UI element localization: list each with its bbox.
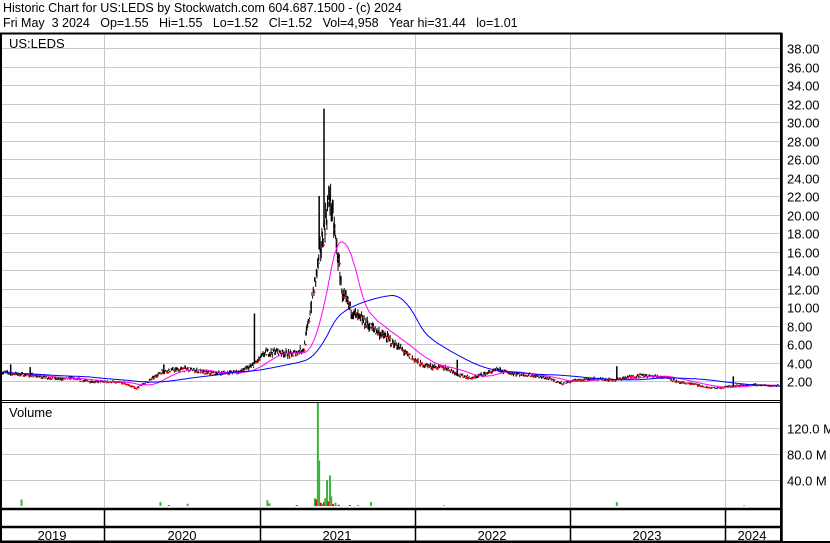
volume-bar [337, 504, 340, 506]
volume-bar [334, 502, 337, 506]
volume-bar [325, 480, 328, 506]
volume-bar [186, 503, 189, 506]
gridlines [2, 34, 781, 508]
year-label: 2019 [38, 528, 67, 543]
volume-bar [316, 402, 319, 506]
price-tick-label: 28.00 [787, 135, 820, 150]
price-tick-label: 8.00 [787, 320, 812, 335]
axis-labels: 2.00 4.00 6.00 8.00 10.00 12.00 14.00 16.00 18.0… [38, 42, 830, 543]
short-moving-average-line [5, 241, 779, 388]
price-tick-label: 10.00 [787, 301, 820, 316]
price-tick-label: 12.00 [787, 283, 820, 298]
volume-bars [20, 402, 746, 506]
volume-bar [159, 502, 162, 506]
volume-bar [356, 505, 359, 506]
price-tick-label: 16.00 [787, 246, 820, 261]
volume-bar [313, 498, 316, 506]
price-tick-label: 38.00 [787, 42, 820, 57]
chart-frame [0, 32, 830, 543]
volume-bar [315, 499, 318, 506]
price-bars [1, 108, 781, 390]
volume-bar [369, 502, 372, 506]
volume-bar [321, 504, 324, 506]
price-tick-label: 20.00 [787, 209, 820, 224]
price-tick-label: 34.00 [787, 79, 820, 94]
volume-bar [167, 505, 170, 506]
price-tick-label: 14.00 [787, 264, 820, 279]
volume-bar [323, 502, 326, 506]
plot-border [0, 32, 782, 543]
symbol-label: US:LEDS [9, 36, 65, 51]
volume-bar [330, 496, 333, 506]
volume-bar [331, 504, 334, 506]
chart-title: Historic Chart for US:LEDS by Stockwatch… [3, 1, 402, 15]
volume-bar [268, 503, 271, 506]
volume-bar [443, 505, 446, 506]
price-tick-label: 24.00 [787, 172, 820, 187]
price-tick-label: 6.00 [787, 338, 812, 353]
year-label: 2021 [323, 528, 352, 543]
price-tick-label: 2.00 [787, 375, 812, 390]
volume-bar [318, 460, 321, 506]
volume-tick-label: 80.0 M [787, 448, 827, 463]
volume-bar [20, 499, 23, 506]
price-tick-label: 22.00 [787, 190, 820, 205]
long-moving-average-line [5, 295, 779, 387]
volume-bar [324, 498, 327, 506]
volume-bar [266, 500, 269, 506]
price-tick-label: 30.00 [787, 116, 820, 131]
price-tick-label: 4.00 [787, 357, 812, 372]
year-label: 2024 [738, 528, 767, 543]
price-tick-label: 36.00 [787, 61, 820, 76]
volume-tick-label: 120.0 M [787, 422, 830, 437]
price-range-bars [1, 183, 780, 390]
volume-bar [319, 502, 322, 506]
volume-bar [328, 475, 331, 506]
volume-bar [327, 501, 330, 506]
year-label: 2020 [168, 528, 197, 543]
volume-bar [743, 505, 746, 506]
volume-tick-label: 40.0 M [787, 474, 827, 489]
year-label: 2023 [633, 528, 662, 543]
quote-summary: Fri May 3 2024 Op=1.55 Hi=1.55 Lo=1.52 C… [3, 16, 518, 30]
volume-bar [615, 502, 618, 506]
volume-label: Volume [9, 405, 52, 420]
volume-bar [348, 505, 351, 506]
year-label: 2022 [478, 528, 507, 543]
volume-bar [295, 505, 298, 506]
price-tick-label: 18.00 [787, 227, 820, 242]
price-tick-label: 26.00 [787, 153, 820, 168]
price-tick-label: 32.00 [787, 98, 820, 113]
